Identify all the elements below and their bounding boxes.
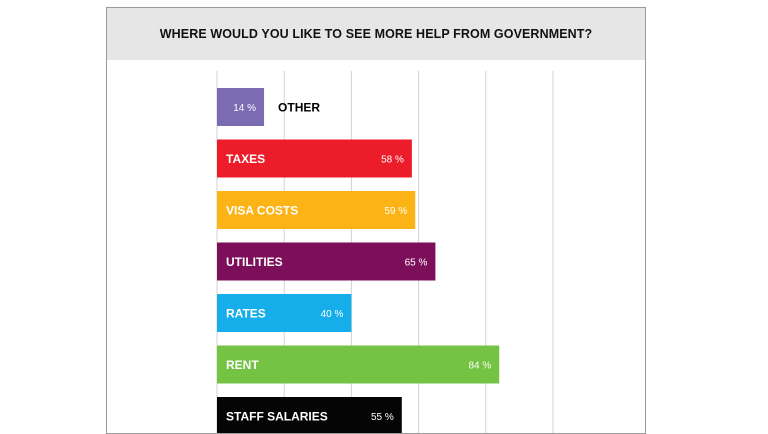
value-label: 58 % <box>381 155 404 166</box>
value-label: 40 % <box>321 309 344 320</box>
category-label: RENT <box>226 358 259 372</box>
category-label: TAXES <box>226 152 265 166</box>
category-label: UTILITIES <box>226 255 283 269</box>
value-label: 65 % <box>405 258 428 269</box>
bar-rates <box>217 294 352 332</box>
bar-visa-costs <box>217 191 416 229</box>
category-label: VISA COSTS <box>226 204 298 218</box>
value-label: 55 % <box>371 412 394 423</box>
value-label: 14 % <box>233 103 256 114</box>
bar-rent <box>217 345 500 384</box>
value-label: 59 % <box>384 206 407 217</box>
chart-title: WHERE WOULD YOU LIKE TO SEE MORE HELP FR… <box>159 27 593 41</box>
category-label: RATES <box>226 307 266 321</box>
value-label: 84 % <box>468 361 491 372</box>
bar-taxes <box>217 139 412 178</box>
category-label: OTHER <box>278 101 320 115</box>
bar-utilities <box>217 242 436 281</box>
title-band <box>107 8 645 60</box>
chart-card: WHERE WOULD YOU LIKE TO SEE MORE HELP FR… <box>106 7 646 434</box>
bar-chart: 14 % OTHER 58 % TAXES 59 % VISA COSTS 65 % UTIL… <box>216 71 554 433</box>
bar-other <box>217 88 265 126</box>
category-label: STAFF SALARIES <box>226 410 328 424</box>
